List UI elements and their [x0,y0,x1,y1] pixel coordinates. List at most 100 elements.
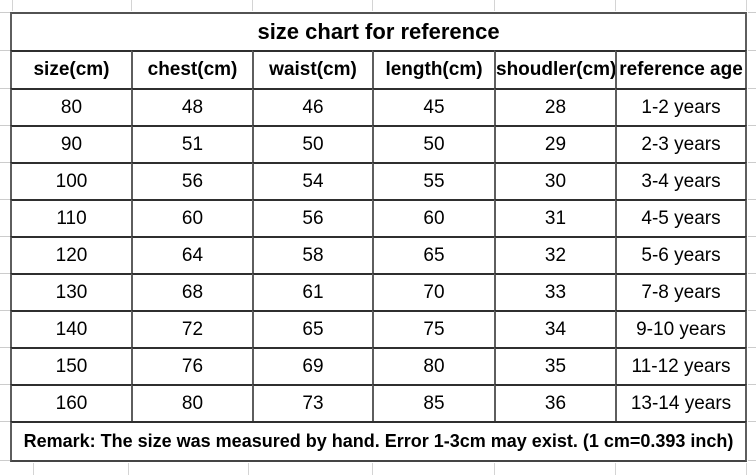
table-cell: 3-4 years [615,162,748,199]
table-cell: 33 [494,273,615,310]
table-cell: 85 [372,384,494,421]
spreadsheet-gridline [0,421,10,422]
table-cell: 45 [372,88,494,125]
spreadsheet-gridline [615,463,616,475]
spreadsheet-gridline [0,125,10,126]
table-cell: 56 [252,199,372,236]
table-row: 160 80 73 85 36 13-14 years [10,384,748,421]
column-header-size-cm: size(cm) [10,50,131,88]
table-title: size chart for reference [10,12,748,50]
spreadsheet-gridline [748,273,756,274]
spreadsheet-gridline [748,88,756,89]
column-header-length-cm: length(cm) [372,50,494,88]
table-cell: 61 [252,273,372,310]
table-cell: 100 [10,162,131,199]
table-cell: 1-2 years [615,88,748,125]
column-header-chest-cm: chest(cm) [131,50,252,88]
size-chart-table: size chart for reference size(cm) chest(c… [10,12,748,462]
spreadsheet-gridline [33,463,34,475]
table-row: 130 68 61 70 33 7-8 years [10,273,748,310]
table-cell: 55 [372,162,494,199]
table-cell: 80 [10,88,131,125]
spreadsheet-gridline [0,162,10,163]
spreadsheet-gridline [746,0,747,11]
table-cell: 5-6 years [615,236,748,273]
table-cell: 48 [131,88,252,125]
table-cell: 68 [131,273,252,310]
spreadsheet-gridline [0,347,10,348]
spreadsheet-gridline [0,310,10,311]
table-cell: 28 [494,88,615,125]
spreadsheet-gridline [748,162,756,163]
table-cell: 90 [10,125,131,162]
spreadsheet-gridline [0,50,10,51]
spreadsheet-gridline [131,0,132,11]
spreadsheet-gridline [0,273,10,274]
table-cell: 36 [494,384,615,421]
spreadsheet-gridline [748,199,756,200]
table-cell: 64 [131,236,252,273]
table-cell: 46 [252,88,372,125]
table-cell: 34 [494,310,615,347]
table-body: 80 48 46 45 28 1-2 years 90 51 50 50 29 2-3 years 10… [10,88,748,421]
table-cell: 54 [252,162,372,199]
spreadsheet-gridline [748,236,756,237]
table-row: 90 51 50 50 29 2-3 years [10,125,748,162]
remark-row: Remark: The size was measured by hand. E… [10,421,748,462]
table-cell: 110 [10,199,131,236]
table-cell: 30 [494,162,615,199]
spreadsheet-gridline [748,460,756,461]
column-header-reference-age: reference age [615,50,748,88]
table-cell: 69 [252,347,372,384]
spreadsheet-gridline [615,0,616,11]
spreadsheet-gridline [748,310,756,311]
spreadsheet-gridline [372,463,373,475]
table-cell: 32 [494,236,615,273]
table-cell: 65 [252,310,372,347]
header-row: size(cm) chest(cm) waist(cm) length(cm) shou… [10,50,748,88]
table-cell: 9-10 years [615,310,748,347]
table-cell: 4-5 years [615,199,748,236]
column-header-shoudler-cm: shoudler(cm) [494,50,615,88]
table-cell: 60 [372,199,494,236]
table-head: size chart for reference size(cm) chest(c… [10,12,748,88]
spreadsheet-gridline [0,88,10,89]
table-cell: 150 [10,347,131,384]
table-cell: 2-3 years [615,125,748,162]
table-row: 140 72 65 75 34 9-10 years [10,310,748,347]
spreadsheet-gridline [0,384,10,385]
spreadsheet-gridline [748,125,756,126]
table-cell: 130 [10,273,131,310]
table-cell: 160 [10,384,131,421]
spreadsheet-gridline [0,460,10,461]
table-cell: 13-14 years [615,384,748,421]
table-cell: 50 [252,125,372,162]
spreadsheet-gridline [248,463,249,475]
spreadsheet-gridline [372,0,373,11]
table-cell: 58 [252,236,372,273]
table-cell: 50 [372,125,494,162]
table-row: 110 60 56 60 31 4-5 years [10,199,748,236]
spreadsheet-gridline [252,0,253,11]
table-cell: 80 [131,384,252,421]
table-cell: 51 [131,125,252,162]
title-row: size chart for reference [10,12,748,50]
spreadsheet-gridline [748,347,756,348]
spreadsheet-gridline [748,50,756,51]
spreadsheet-gridline [12,0,13,11]
spreadsheet-gridline [0,12,10,13]
spreadsheet-gridline [746,463,747,475]
table-row: 150 76 69 80 35 11-12 years [10,347,748,384]
table-row: 100 56 54 55 30 3-4 years [10,162,748,199]
spreadsheet-gridline [748,421,756,422]
spreadsheet-gridline [748,384,756,385]
table-cell: 31 [494,199,615,236]
spreadsheet-gridline [494,0,495,11]
table-cell: 140 [10,310,131,347]
table-cell: 70 [372,273,494,310]
spreadsheet-gridline [0,236,10,237]
table-cell: 7-8 years [615,273,748,310]
table-cell: 75 [372,310,494,347]
table-cell: 72 [131,310,252,347]
